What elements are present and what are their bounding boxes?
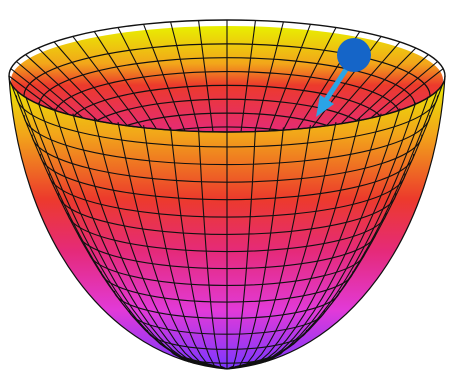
outer-meridian [117, 121, 228, 370]
outer-meridian [15, 89, 228, 370]
ball [337, 38, 371, 72]
outer-meridian [226, 125, 311, 370]
outer-meridian [53, 108, 228, 370]
outer-meridian [197, 128, 228, 370]
bowl-outer-mesh [10, 82, 444, 370]
outer-meridian [226, 113, 382, 370]
outer-meridian [143, 125, 228, 370]
inner-meridian [143, 24, 190, 143]
outer-meridian [226, 118, 361, 370]
inner-meridian [93, 31, 168, 147]
outer-meridian [226, 108, 401, 370]
inner-meridian [197, 20, 215, 142]
outer-meridian [72, 113, 228, 370]
outer-meridian [226, 102, 417, 370]
outer-meridian [25, 96, 228, 370]
outer-meridian [226, 127, 284, 370]
bowl-rim [8, 19, 446, 133]
inner-meridian [117, 27, 179, 145]
outer-meridian [93, 118, 228, 370]
velocity-arrow [316, 65, 350, 117]
outer-meridian [170, 127, 228, 370]
outer-meridian [226, 121, 337, 370]
inner-meridian [264, 24, 311, 143]
outer-meridian [226, 82, 444, 370]
arrow-head [316, 95, 334, 117]
inner-meridian [275, 27, 337, 145]
inner-meridian [239, 20, 257, 142]
outer-meridian [37, 102, 228, 370]
outer-meridian [226, 128, 257, 370]
inner-meridian [251, 21, 284, 142]
outer-meridian [226, 96, 429, 370]
arrow-shaft [323, 65, 350, 103]
inner-meridian [170, 21, 203, 142]
